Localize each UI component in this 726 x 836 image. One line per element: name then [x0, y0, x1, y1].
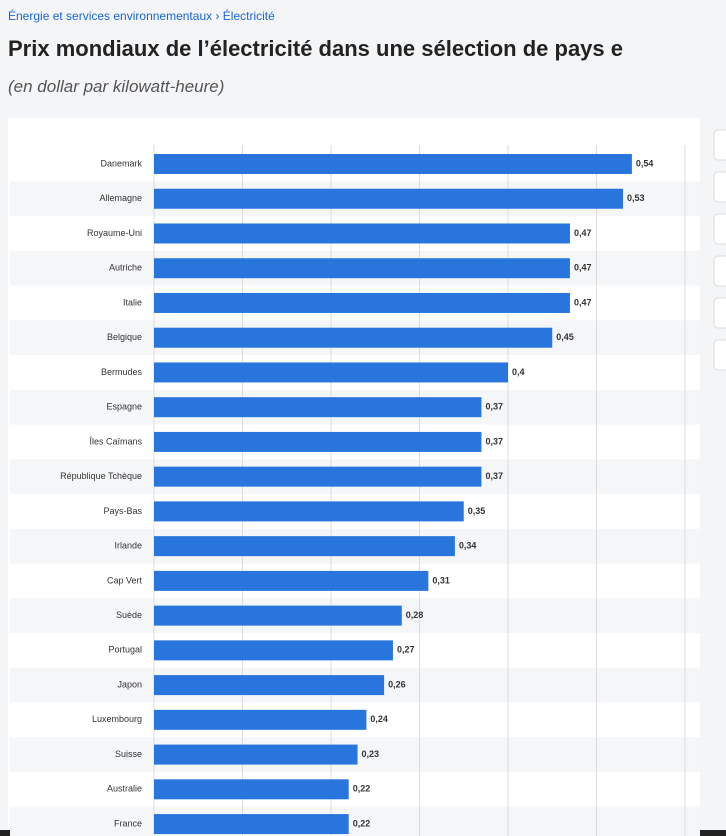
y-tick-label: Irlande: [114, 541, 142, 551]
y-tick-label: Suède: [116, 610, 142, 620]
value-label: 0,4: [512, 367, 525, 377]
y-tick-label: Belgique: [107, 332, 142, 342]
tool-button[interactable]: [713, 171, 726, 203]
chart-subtitle: (en dollar par kilowatt-heure): [8, 77, 225, 96]
tool-button[interactable]: [713, 255, 726, 287]
bar: [154, 154, 632, 174]
bar: [154, 223, 570, 244]
breadcrumb: Énergie et services environnementaux › É…: [8, 9, 275, 23]
bar: [154, 536, 455, 557]
tool-button[interactable]: [713, 213, 726, 245]
y-tick-label: France: [114, 818, 142, 828]
value-label: 0,53: [627, 193, 645, 203]
bar: [154, 675, 385, 696]
value-label: 0,47: [574, 263, 592, 273]
bar: [154, 640, 393, 661]
bar: [154, 362, 508, 383]
toolbar: [713, 129, 726, 371]
breadcrumb-link[interactable]: Électricité: [222, 9, 275, 23]
y-tick-label: Allemagne: [99, 193, 142, 203]
value-label: 0,45: [556, 332, 574, 342]
tool-button[interactable]: [713, 129, 726, 161]
bar: [154, 466, 482, 487]
value-label: 0,47: [574, 228, 592, 238]
row-stripe: [10, 806, 700, 836]
value-label: 0,34: [459, 541, 477, 551]
tool-button[interactable]: [713, 339, 726, 371]
y-tick-label: Royaume-Uni: [87, 228, 142, 238]
bar: [154, 431, 482, 452]
value-label: 0,37: [485, 471, 503, 481]
y-tick-label: Italie: [123, 297, 142, 307]
y-tick-label: Bermudes: [101, 367, 143, 377]
y-tick-label: Autriche: [109, 263, 142, 273]
y-tick-label: Pays-Bas: [103, 506, 142, 516]
bar: [154, 188, 624, 209]
value-label: 0,54: [636, 158, 654, 168]
value-label: 0,22: [353, 784, 371, 794]
breadcrumb-link[interactable]: Énergie et services environnementaux: [8, 9, 213, 23]
bar: [154, 501, 464, 522]
value-label: 0,28: [406, 610, 424, 620]
y-tick-label: Luxembourg: [92, 714, 142, 724]
y-tick-label: Danemark: [100, 158, 142, 168]
bar: [154, 397, 482, 418]
tool-button[interactable]: [713, 297, 726, 329]
y-tick-label: Portugal: [108, 645, 142, 655]
bar: [154, 258, 570, 279]
value-label: 0,22: [353, 818, 371, 828]
bar: [154, 814, 349, 835]
chart-title: Prix mondiaux de l’électricité dans une …: [8, 36, 624, 61]
y-tick-label: Cap Vert: [107, 575, 143, 585]
value-label: 0,27: [397, 645, 415, 655]
value-label: 0,37: [485, 402, 503, 412]
bar: [154, 744, 358, 765]
bar: [154, 327, 553, 348]
y-tick-label: Suisse: [115, 749, 142, 759]
value-label: 0,23: [362, 749, 380, 759]
bar: [154, 605, 402, 626]
bar: [154, 709, 367, 730]
value-label: 0,26: [388, 679, 406, 689]
y-tick-label: Australie: [107, 784, 142, 794]
value-label: 0,37: [485, 436, 503, 446]
value-label: 0,47: [574, 297, 592, 307]
value-label: 0,31: [432, 575, 450, 585]
value-label: 0,35: [468, 506, 486, 516]
bar: [154, 570, 429, 591]
y-tick-label: Japon: [117, 679, 142, 689]
y-tick-label: Îles Caïmans: [88, 436, 142, 446]
y-tick-label: République Tchèque: [60, 471, 142, 481]
value-label: 0,24: [370, 714, 388, 724]
bar: [154, 292, 570, 313]
y-tick-label: Espagne: [106, 402, 142, 412]
bar: [154, 779, 349, 800]
